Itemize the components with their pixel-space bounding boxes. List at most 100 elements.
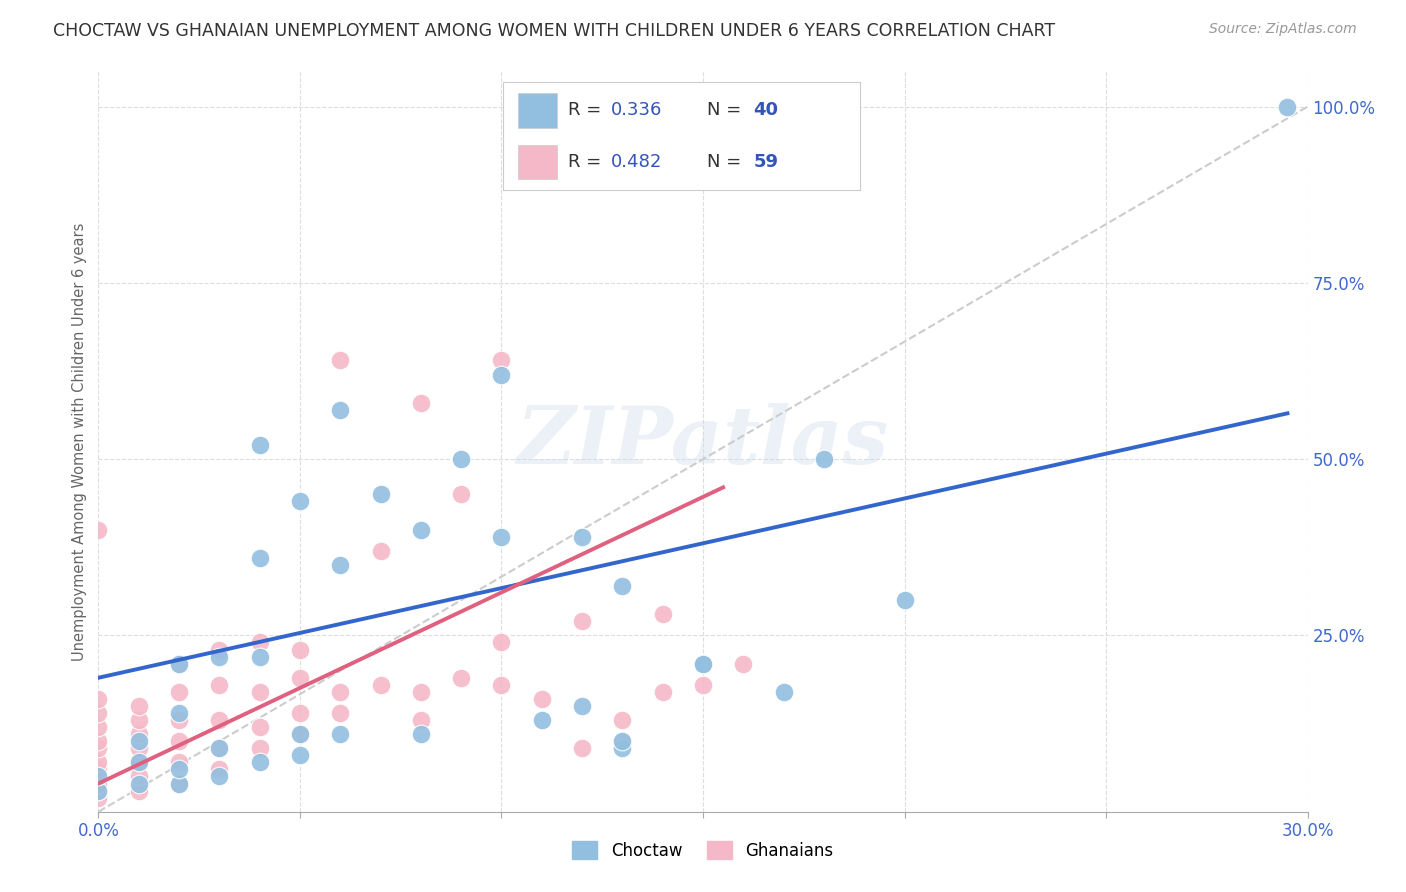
Point bbox=[87, 692, 110, 706]
Point bbox=[692, 678, 714, 692]
Point bbox=[329, 727, 352, 741]
Point bbox=[288, 642, 311, 657]
Point bbox=[370, 678, 392, 692]
Text: CHOCTAW VS GHANAIAN UNEMPLOYMENT AMONG WOMEN WITH CHILDREN UNDER 6 YEARS CORRELA: CHOCTAW VS GHANAIAN UNEMPLOYMENT AMONG W… bbox=[53, 22, 1056, 40]
Point bbox=[612, 734, 634, 748]
Point bbox=[249, 550, 271, 565]
Point bbox=[208, 741, 231, 756]
Point bbox=[571, 615, 593, 629]
Point bbox=[692, 657, 714, 671]
Point bbox=[370, 487, 392, 501]
Point bbox=[612, 734, 634, 748]
Point bbox=[208, 642, 231, 657]
Point bbox=[329, 558, 352, 572]
Point bbox=[329, 353, 352, 368]
Point bbox=[87, 741, 110, 756]
Point bbox=[491, 530, 513, 544]
Point bbox=[128, 734, 150, 748]
Point bbox=[288, 706, 311, 720]
Point bbox=[409, 396, 432, 410]
Point bbox=[491, 353, 513, 368]
Point bbox=[450, 452, 472, 467]
Point bbox=[167, 713, 190, 727]
Point bbox=[409, 727, 432, 741]
Point bbox=[409, 685, 432, 699]
Point bbox=[249, 635, 271, 649]
Point bbox=[491, 368, 513, 382]
Point bbox=[651, 685, 673, 699]
Legend: Choctaw, Ghanaians: Choctaw, Ghanaians bbox=[565, 835, 841, 866]
Point bbox=[87, 734, 110, 748]
Point bbox=[893, 593, 915, 607]
Point bbox=[249, 756, 271, 770]
Point bbox=[1277, 100, 1299, 114]
Point bbox=[128, 698, 150, 713]
Point bbox=[571, 530, 593, 544]
Point bbox=[733, 657, 755, 671]
Point bbox=[530, 713, 553, 727]
Point bbox=[208, 741, 231, 756]
Point bbox=[128, 756, 150, 770]
Point bbox=[87, 790, 110, 805]
Point bbox=[208, 763, 231, 777]
Point bbox=[329, 706, 352, 720]
Point bbox=[288, 671, 311, 685]
Point bbox=[128, 776, 150, 790]
Point bbox=[87, 720, 110, 734]
Point bbox=[87, 756, 110, 770]
Point bbox=[249, 649, 271, 664]
Point bbox=[167, 657, 190, 671]
Point bbox=[288, 748, 311, 763]
Point bbox=[249, 741, 271, 756]
Point bbox=[571, 698, 593, 713]
Point bbox=[329, 685, 352, 699]
Point bbox=[409, 523, 432, 537]
Point bbox=[208, 678, 231, 692]
Point bbox=[651, 607, 673, 622]
Point bbox=[208, 649, 231, 664]
Point bbox=[87, 763, 110, 777]
Point bbox=[167, 685, 190, 699]
Point bbox=[530, 692, 553, 706]
Point bbox=[87, 783, 110, 797]
Point bbox=[167, 763, 190, 777]
Point bbox=[167, 657, 190, 671]
Point bbox=[128, 727, 150, 741]
Point bbox=[208, 713, 231, 727]
Point bbox=[167, 734, 190, 748]
Point bbox=[772, 685, 794, 699]
Point bbox=[612, 741, 634, 756]
Point bbox=[128, 713, 150, 727]
Point bbox=[167, 776, 190, 790]
Point bbox=[288, 494, 311, 508]
Point bbox=[409, 713, 432, 727]
Point bbox=[370, 544, 392, 558]
Point bbox=[208, 769, 231, 783]
Point bbox=[612, 713, 634, 727]
Point bbox=[249, 720, 271, 734]
Point bbox=[128, 741, 150, 756]
Point bbox=[167, 706, 190, 720]
Point bbox=[87, 776, 110, 790]
Point bbox=[288, 727, 311, 741]
Point bbox=[491, 635, 513, 649]
Point bbox=[450, 671, 472, 685]
Point bbox=[249, 685, 271, 699]
Point bbox=[87, 769, 110, 783]
Point bbox=[87, 523, 110, 537]
Point bbox=[813, 452, 835, 467]
Point bbox=[249, 438, 271, 452]
Point bbox=[128, 769, 150, 783]
Point bbox=[87, 706, 110, 720]
Text: ZIPatlas: ZIPatlas bbox=[517, 403, 889, 480]
Point bbox=[491, 678, 513, 692]
Point bbox=[87, 783, 110, 797]
Y-axis label: Unemployment Among Women with Children Under 6 years: Unemployment Among Women with Children U… bbox=[72, 222, 87, 661]
Point bbox=[450, 487, 472, 501]
Point bbox=[571, 741, 593, 756]
Point bbox=[128, 783, 150, 797]
Point bbox=[288, 727, 311, 741]
Point bbox=[329, 402, 352, 417]
Point bbox=[167, 756, 190, 770]
Point bbox=[612, 579, 634, 593]
